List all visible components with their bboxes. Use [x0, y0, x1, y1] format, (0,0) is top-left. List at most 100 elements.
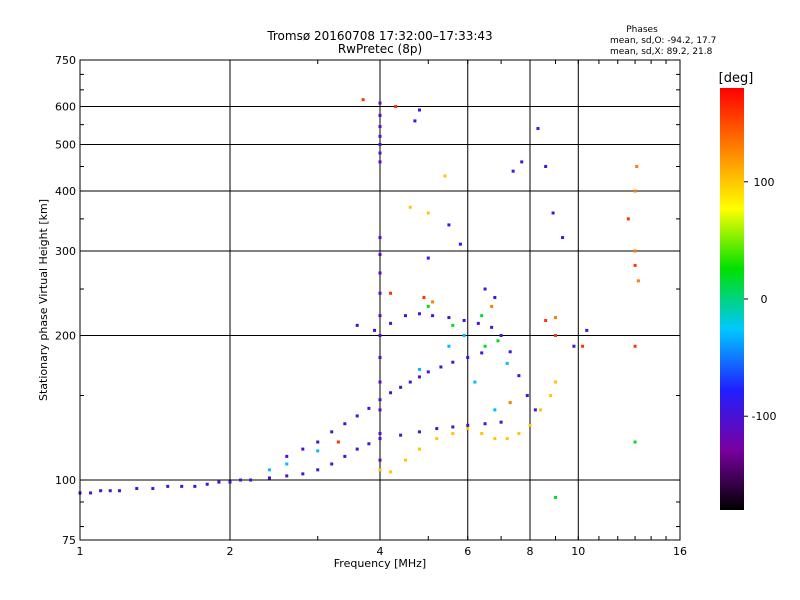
data-point — [99, 489, 103, 493]
y-tick-label: 400 — [55, 185, 76, 198]
data-point — [451, 425, 455, 429]
data-point — [361, 98, 365, 102]
data-point — [633, 263, 637, 267]
data-point — [378, 151, 382, 155]
data-point — [480, 432, 484, 436]
data-point — [378, 125, 382, 129]
data-point — [394, 105, 398, 109]
data-point — [511, 169, 515, 173]
data-point — [553, 334, 557, 338]
data-point — [389, 291, 393, 295]
info-heading: Phases — [626, 25, 658, 35]
data-point — [330, 462, 334, 466]
data-point — [355, 447, 359, 451]
data-point — [336, 440, 340, 444]
data-point — [633, 249, 637, 253]
data-point — [528, 423, 532, 427]
data-point — [553, 495, 557, 499]
chart-subtitle: RwPretec (8p) — [338, 42, 422, 56]
x-tick-label: 8 — [527, 545, 534, 558]
data-point — [378, 408, 382, 412]
data-point — [426, 256, 430, 260]
data-point — [451, 323, 455, 327]
data-point — [180, 484, 184, 488]
data-point — [239, 478, 243, 482]
data-point — [403, 314, 407, 318]
data-point — [205, 482, 209, 486]
data-point — [426, 370, 430, 374]
x-axis-label: Frequency [MHz] — [334, 557, 426, 570]
data-point — [431, 314, 435, 318]
y-tick-label: 500 — [55, 139, 76, 152]
axis-ticks: 1 2 4 6 8 10 16 75 100 200 300 400 500 600 750 — [55, 54, 687, 558]
data-point — [517, 432, 521, 436]
data-point — [473, 380, 477, 384]
data-point — [378, 134, 382, 138]
data-point — [520, 160, 524, 164]
data-point — [378, 113, 382, 117]
data-point — [389, 321, 393, 325]
data-point — [378, 236, 382, 240]
data-point — [476, 321, 480, 325]
data-point — [635, 164, 639, 168]
data-point — [378, 398, 382, 402]
data-point — [447, 316, 451, 320]
colorbar-tick-label: 0 — [761, 293, 768, 306]
data-point — [378, 291, 382, 295]
y-tick-label: 100 — [55, 474, 76, 487]
data-point — [378, 160, 382, 164]
data-point — [399, 433, 403, 437]
data-point — [517, 374, 521, 378]
data-point — [561, 236, 565, 240]
data-point — [466, 355, 470, 359]
data-point — [483, 287, 487, 291]
data-point — [135, 487, 139, 491]
data-point — [285, 462, 289, 466]
x-tick-label: 1 — [77, 545, 84, 558]
data-point — [426, 304, 430, 308]
chart-title: Tromsø 20160708 17:32:00–17:33:43 — [266, 29, 492, 43]
data-point — [549, 394, 553, 398]
data-point — [378, 355, 382, 359]
data-point — [443, 174, 447, 178]
data-point — [117, 489, 121, 493]
data-point — [417, 430, 421, 434]
x-tick-label: 6 — [464, 545, 471, 558]
y-axis-label: Stationary phase Virtual Height [km] — [37, 199, 50, 401]
data-point — [499, 420, 503, 424]
data-point — [466, 423, 470, 427]
y-tick-label: 750 — [55, 54, 76, 67]
data-point — [403, 458, 407, 462]
data-point — [373, 328, 377, 332]
data-point — [493, 437, 497, 441]
data-point — [389, 470, 393, 474]
data-point — [267, 476, 271, 480]
x-tick-label: 10 — [571, 545, 585, 558]
data-points — [78, 98, 640, 499]
data-point — [431, 300, 435, 304]
colorbar — [720, 88, 744, 510]
y-tick-label: 600 — [55, 101, 76, 114]
data-point — [285, 474, 289, 478]
data-point — [166, 484, 170, 488]
data-point — [343, 422, 347, 426]
data-point — [439, 365, 443, 369]
data-point — [378, 437, 382, 441]
data-point — [572, 344, 576, 348]
data-point — [508, 401, 512, 405]
data-point — [378, 253, 382, 257]
data-point — [151, 487, 155, 491]
data-point — [249, 478, 253, 482]
info-line-o: mean, sd,O: -94.2, 17.7 — [610, 36, 716, 46]
data-point — [108, 489, 112, 493]
data-point — [505, 361, 509, 365]
data-point — [490, 325, 494, 329]
data-point — [451, 360, 455, 364]
y-tick-label: 200 — [55, 330, 76, 343]
data-point — [536, 126, 540, 130]
data-point — [367, 442, 371, 446]
data-point — [483, 422, 487, 426]
data-point — [426, 211, 430, 215]
data-point — [633, 344, 637, 348]
